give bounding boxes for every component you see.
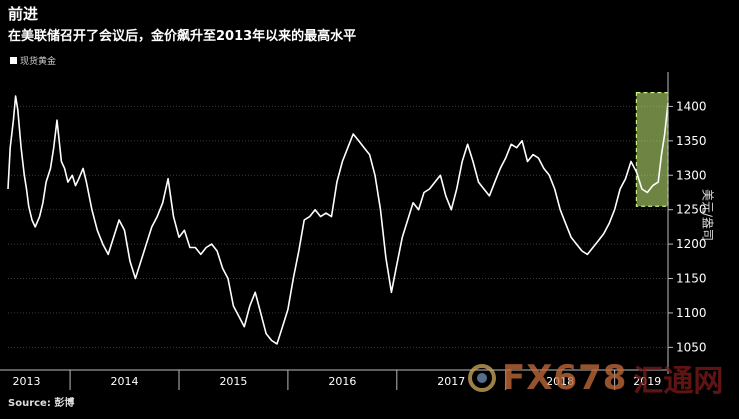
series-layer (7, 95, 669, 345)
x-tick-label: 2014 (111, 375, 139, 388)
source-note: Source: 彭博 (8, 398, 75, 409)
y-tick-label: 1250 (676, 203, 707, 217)
legend-swatch (10, 57, 17, 64)
y-tick-label: 1300 (676, 168, 707, 182)
chart-title: 前进 (8, 5, 39, 23)
watermark-logo-icon (468, 364, 496, 392)
x-axis: 2013 2014 2015 2016 2017 2018 2019 (0, 369, 668, 390)
x-tick-label: 2015 (219, 375, 247, 388)
series-line (7, 95, 669, 345)
y-tick-label: 1350 (676, 134, 707, 148)
watermark-cn: 汇通网 (633, 364, 724, 399)
y-tick-label: 1150 (676, 272, 707, 286)
y-tick-label: 1050 (676, 340, 707, 354)
legend: 现货黄金 (10, 54, 56, 67)
chart-subtitle: 在美联储召开了会议后，金价飙升至2013年以来的最高水平 (8, 29, 357, 44)
x-tick-label: 2013 (13, 375, 41, 388)
watermark: FX678 汇通网 (468, 356, 723, 400)
y-tick-label: 1100 (676, 306, 707, 320)
x-tick-label: 2019 (633, 375, 661, 388)
watermark-brand: FX678 (502, 358, 628, 398)
x-tick-label: 2018 (546, 375, 574, 388)
y-tick-label: 1200 (676, 237, 707, 251)
x-tick-label: 2016 (328, 375, 356, 388)
x-tick-label: 2017 (437, 375, 465, 388)
legend-label: 现货黄金 (20, 57, 57, 67)
y-tick-label: 1400 (676, 99, 707, 113)
y-axis: 1050 1100 1150 1200 1250 1300 1350 1400 (667, 72, 707, 374)
y-axis-label: 美元/盎司 (700, 188, 715, 242)
